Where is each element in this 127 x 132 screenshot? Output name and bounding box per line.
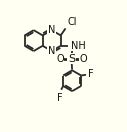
Text: Cl: Cl xyxy=(68,17,77,27)
Text: NH: NH xyxy=(71,41,86,51)
Text: N: N xyxy=(48,25,55,35)
Text: N: N xyxy=(48,46,55,56)
Text: O: O xyxy=(56,53,64,63)
Text: O: O xyxy=(79,53,87,63)
Text: S: S xyxy=(68,53,75,63)
Text: F: F xyxy=(88,69,94,79)
Text: F: F xyxy=(57,93,62,103)
